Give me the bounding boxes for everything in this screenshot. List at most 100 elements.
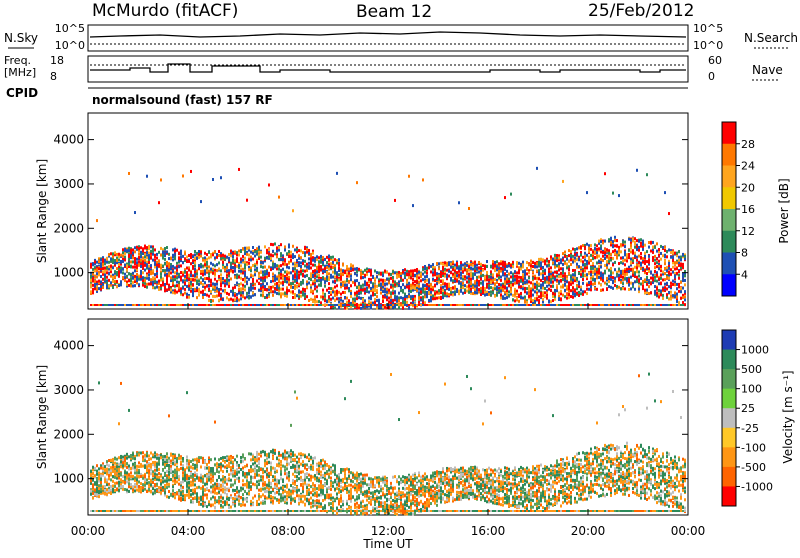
ground-scatter-cell [114,304,116,306]
backscatter-cell [480,278,482,281]
backscatter-cell [332,275,334,278]
backscatter-cell [182,274,184,277]
backscatter-cell [278,272,280,275]
backscatter-cell [380,272,382,275]
backscatter-cell [520,285,522,288]
backscatter-cell [586,266,588,269]
backscatter-cell [412,269,414,272]
backscatter-cell [538,295,540,298]
ground-scatter-cell [320,304,322,306]
backscatter-cell [632,268,634,271]
backscatter-cell [332,266,334,269]
backscatter-cell [522,261,524,264]
backscatter-cell [412,295,414,298]
backscatter-cell [234,270,236,273]
backscatter-cell [652,246,654,249]
backscatter-cell [312,259,314,262]
backscatter-cell [198,283,200,286]
backscatter-cell [238,264,240,267]
backscatter-cell [192,274,194,277]
backscatter-cell [202,265,204,268]
backscatter-cell [168,287,170,290]
backscatter-cell [394,296,396,299]
backscatter-cell [188,284,190,287]
ground-scatter-cell [172,304,174,306]
backscatter-cell [610,253,612,256]
backscatter-cell [124,264,126,267]
backscatter-cell [446,269,448,272]
backscatter-cell [476,276,478,279]
backscatter-cell [334,258,336,261]
backscatter-cell [356,291,358,294]
backscatter-cell [596,251,598,254]
backscatter-cell [252,278,254,281]
backscatter-cell [648,292,650,295]
backscatter-cell [300,265,302,268]
backscatter-cell [140,259,142,262]
backscatter-cell [184,275,186,278]
backscatter-cell [296,259,298,262]
backscatter-cell [508,272,510,275]
backscatter-cell [566,263,568,266]
backscatter-cell [316,290,318,293]
backscatter-cell [302,281,304,284]
ground-scatter-cell [312,304,314,306]
ground-scatter-cell [254,304,256,306]
backscatter-cell [600,258,602,261]
ground-scatter-cell [592,304,594,306]
backscatter-cell [568,296,570,299]
backscatter-cell [594,251,596,254]
backscatter-cell [568,293,570,296]
ground-scatter-cell [224,304,226,306]
backscatter-cell [456,290,458,293]
backscatter-cell [606,248,608,251]
backscatter-cell [302,269,304,272]
backscatter-cell [544,269,546,272]
backscatter-cell [446,283,448,286]
backscatter-cell [180,250,182,253]
backscatter-cell [338,262,340,265]
ground-scatter-cell [422,304,424,306]
ground-scatter-cell [304,304,306,306]
backscatter-cell [310,266,312,269]
backscatter-cell [648,270,650,273]
backscatter-cell [624,251,626,254]
backscatter-cell [164,289,166,292]
backscatter-cell [268,286,270,289]
ground-scatter-cell [174,304,176,306]
ground-scatter-cell [644,304,646,306]
backscatter-cell [144,269,146,272]
backscatter-cell [612,192,614,195]
backscatter-cell [490,276,492,279]
backscatter-cell [476,291,478,294]
backscatter-cell [200,291,202,294]
backscatter-cell [450,262,452,265]
backscatter-cell [636,280,638,283]
backscatter-cell [564,278,566,281]
backscatter-cell [300,249,302,252]
backscatter-cell [474,291,476,294]
backscatter-cell [556,275,558,278]
backscatter-cell [194,261,196,264]
ground-scatter-cell [564,304,566,306]
backscatter-cell [318,263,320,266]
backscatter-cell [142,266,144,269]
backscatter-cell [558,275,560,278]
backscatter-cell [352,268,354,271]
backscatter-cell [188,278,190,281]
backscatter-cell [656,265,658,268]
ground-scatter-cell [594,304,596,306]
backscatter-cell [310,254,312,257]
backscatter-cell [192,291,194,294]
backscatter-cell [518,262,520,265]
ground-scatter-cell [504,304,506,306]
ground-scatter-cell [398,304,400,306]
backscatter-cell [468,280,470,283]
backscatter-cell [156,257,158,260]
ground-scatter-cell [160,304,162,306]
backscatter-cell [602,259,604,262]
backscatter-cell [412,301,414,304]
backscatter-cell [226,296,228,299]
backscatter-cell [348,299,350,302]
backscatter-cell [182,293,184,296]
